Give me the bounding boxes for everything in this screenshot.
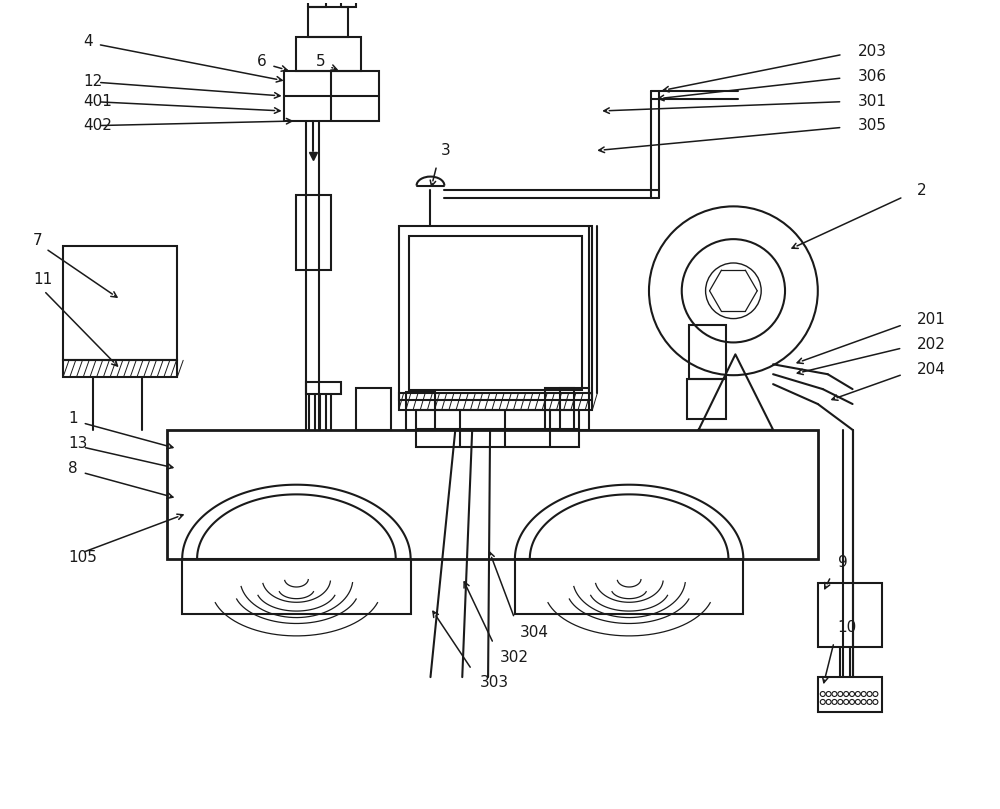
Bar xyxy=(284,71,379,121)
Bar xyxy=(416,410,579,447)
Bar xyxy=(296,36,361,71)
Bar xyxy=(515,559,743,613)
Text: 5: 5 xyxy=(316,54,326,69)
Text: 7: 7 xyxy=(33,233,43,248)
Text: 3: 3 xyxy=(440,143,450,159)
Bar xyxy=(687,379,726,419)
Text: 2: 2 xyxy=(917,183,927,198)
Text: 201: 201 xyxy=(917,312,946,327)
Text: 1: 1 xyxy=(68,412,78,426)
Text: 401: 401 xyxy=(83,94,112,108)
Bar xyxy=(689,324,726,379)
Text: 204: 204 xyxy=(917,362,946,377)
Text: 4: 4 xyxy=(83,34,93,49)
Bar xyxy=(409,236,582,390)
Bar xyxy=(308,6,348,36)
Bar xyxy=(182,559,411,613)
Bar xyxy=(818,582,882,647)
Text: 11: 11 xyxy=(33,273,52,287)
Bar xyxy=(356,388,391,430)
Bar xyxy=(308,0,326,6)
Bar xyxy=(167,430,818,559)
Text: 203: 203 xyxy=(858,44,887,59)
Bar xyxy=(399,227,592,400)
Bar xyxy=(63,246,177,360)
Text: 402: 402 xyxy=(83,118,112,133)
Bar xyxy=(406,392,435,430)
Text: 6: 6 xyxy=(257,54,266,69)
Text: 302: 302 xyxy=(500,650,529,665)
Bar xyxy=(341,0,356,6)
Bar xyxy=(399,393,592,410)
Text: 13: 13 xyxy=(68,436,87,451)
Text: 202: 202 xyxy=(917,337,946,352)
Text: 304: 304 xyxy=(520,625,549,640)
Bar xyxy=(545,388,574,430)
Text: 305: 305 xyxy=(858,118,887,133)
Bar xyxy=(560,388,589,430)
Bar xyxy=(296,196,331,270)
Bar xyxy=(818,677,882,712)
Text: 303: 303 xyxy=(480,675,509,689)
Text: 105: 105 xyxy=(68,550,97,565)
Text: 8: 8 xyxy=(68,461,78,476)
Bar xyxy=(63,360,177,377)
Bar xyxy=(306,382,341,394)
Text: 306: 306 xyxy=(858,69,887,84)
Text: 10: 10 xyxy=(838,620,857,635)
Text: 12: 12 xyxy=(83,74,102,89)
Text: 9: 9 xyxy=(838,556,847,570)
Text: 301: 301 xyxy=(858,94,887,108)
